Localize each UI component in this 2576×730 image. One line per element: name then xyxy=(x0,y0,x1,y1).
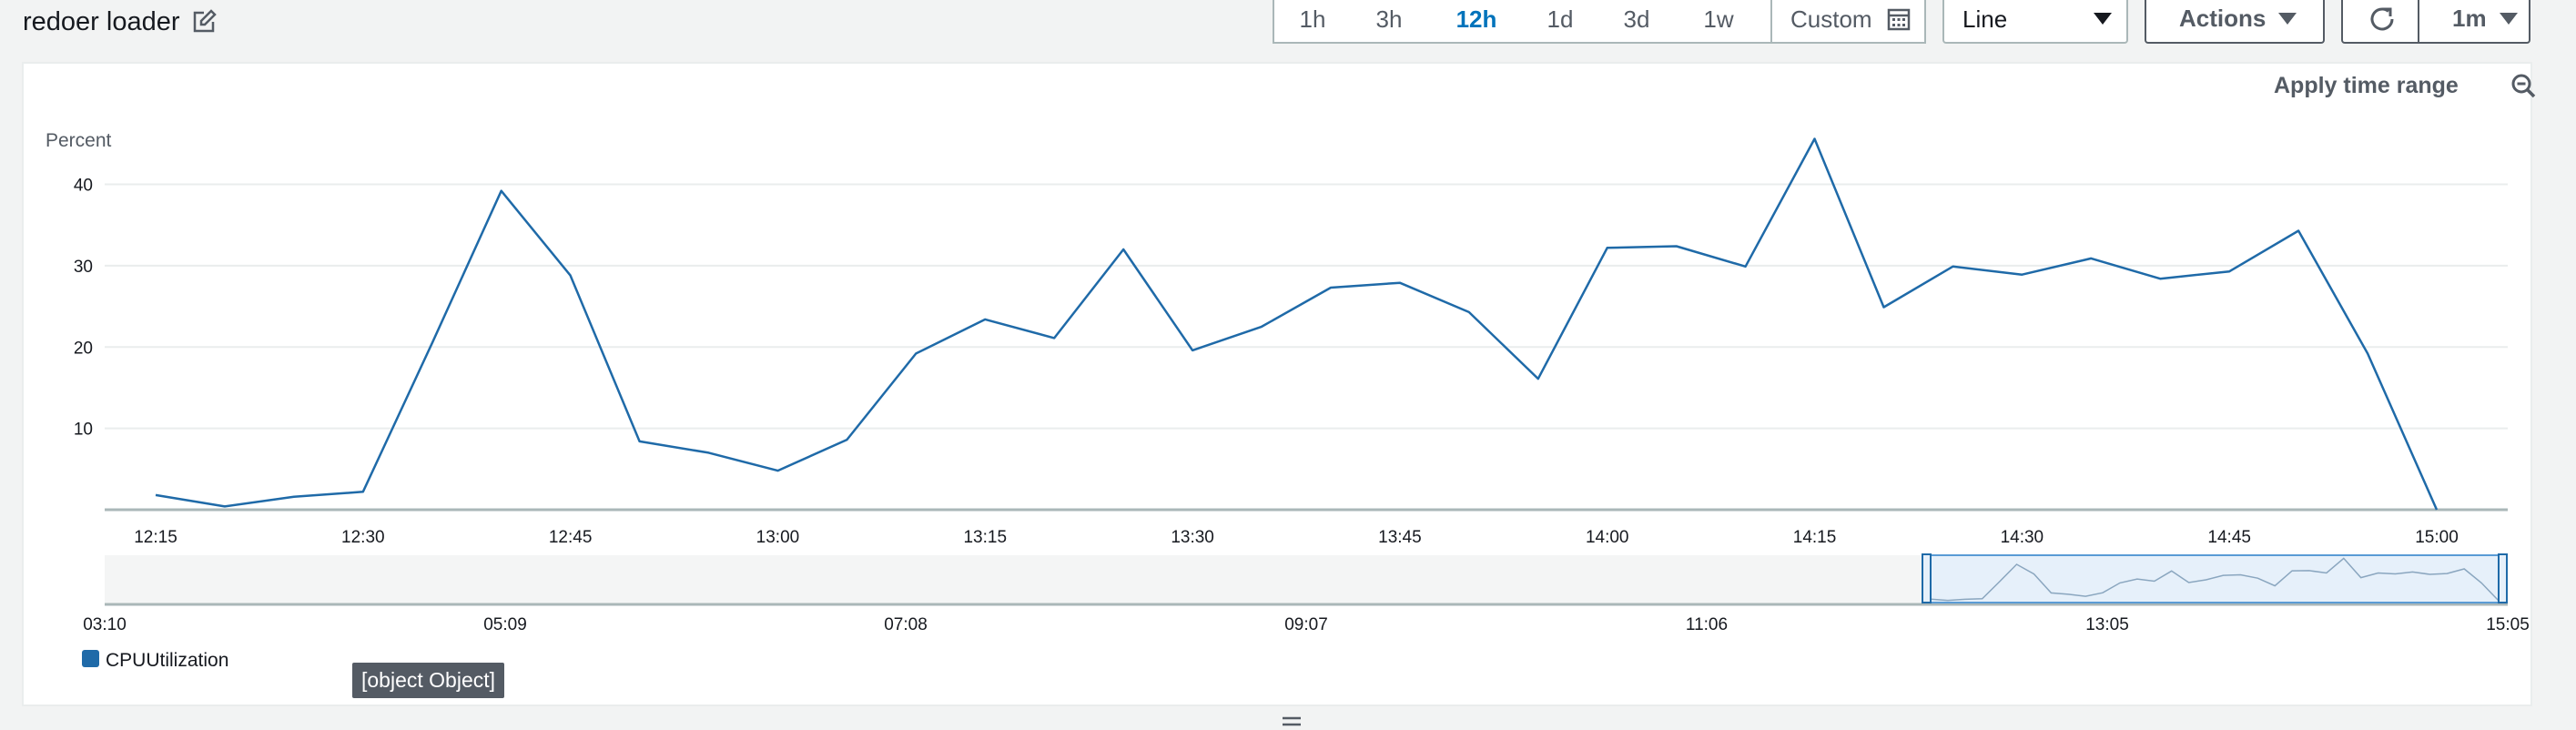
graph-type-value: Line xyxy=(1962,5,2008,33)
x-tick-label: 13:30 xyxy=(1171,528,1214,547)
x-tick-label: 14:00 xyxy=(1586,528,1629,547)
zoom-out-icon[interactable] xyxy=(2510,73,2538,100)
x-tick-label: 14:30 xyxy=(2001,528,2044,547)
x-tick-label: 12:15 xyxy=(134,528,177,547)
caret-down-icon xyxy=(2500,13,2518,25)
resize-handle-icon[interactable] xyxy=(1282,715,1302,728)
x-tick-label: 12:30 xyxy=(341,528,385,547)
x-tick-label: 14:45 xyxy=(2207,528,2251,547)
time-range-12h[interactable]: 12h xyxy=(1455,5,1497,33)
overview-series-line xyxy=(1930,557,2500,602)
tooltip: [object Object] xyxy=(352,663,505,698)
actions-button[interactable]: Actions xyxy=(2145,0,2325,44)
series-line-cpuutilization[interactable] xyxy=(155,137,2439,511)
widget-title: redoer loader xyxy=(23,7,180,36)
legend-swatch xyxy=(82,650,99,667)
overview-x-tick-label: 05:09 xyxy=(483,615,527,634)
actions-label: Actions xyxy=(2179,5,2267,32)
custom-label: Custom xyxy=(1790,5,1872,33)
overview-x-tick-label: 07:08 xyxy=(884,615,928,634)
caret-down-icon xyxy=(2278,13,2297,25)
refresh-icon xyxy=(2370,7,2394,31)
overview-x-tick-label: 11:06 xyxy=(1686,615,1728,634)
graph-type-select[interactable]: Line xyxy=(1942,0,2128,44)
edit-icon[interactable] xyxy=(191,9,217,35)
x-tick-label: 12:45 xyxy=(549,528,593,547)
brush-selection[interactable] xyxy=(1925,554,2504,603)
y-tick-label: 40 xyxy=(74,177,93,196)
overview-x-tick-label: 03:10 xyxy=(83,615,127,634)
apply-time-range-button[interactable]: Apply time range xyxy=(2274,73,2459,98)
overview-x-tick-label: 13:05 xyxy=(2085,615,2129,634)
calendar-icon xyxy=(1887,8,1910,31)
time-range-selector: 1h 3h 12h 1d 3d 1w Custom xyxy=(1273,0,1926,44)
y-axis-label: Percent xyxy=(46,130,112,151)
y-tick-label: 30 xyxy=(74,258,93,277)
x-tick-label: 15:00 xyxy=(2415,528,2459,547)
y-tick-label: 20 xyxy=(74,339,93,358)
time-range-1w[interactable]: 1w xyxy=(1703,5,1734,33)
time-range-1h[interactable]: 1h xyxy=(1299,5,1326,33)
refresh-interval-select[interactable]: 1m xyxy=(2418,0,2530,44)
y-tick-label: 10 xyxy=(74,421,93,440)
overview-x-tick-label: 09:07 xyxy=(1284,615,1328,634)
x-tick-label: 13:45 xyxy=(1378,528,1422,547)
refresh-interval-value: 1m xyxy=(2452,5,2487,32)
x-tick-label: 14:15 xyxy=(1793,528,1837,547)
legend-label[interactable]: CPUUtilization xyxy=(106,650,228,671)
brush-handle-right[interactable] xyxy=(2498,553,2508,603)
time-range-3d[interactable]: 3d xyxy=(1623,5,1650,33)
x-tick-label: 13:00 xyxy=(756,528,800,547)
time-range-3h[interactable]: 3h xyxy=(1375,5,1403,33)
overview-x-tick-label: 15:05 xyxy=(2486,615,2530,634)
time-range-custom[interactable]: Custom xyxy=(1770,0,1926,42)
caret-down-icon xyxy=(2094,13,2112,25)
time-range-1d[interactable]: 1d xyxy=(1547,5,1574,33)
brush-handle-left[interactable] xyxy=(1922,553,1932,603)
x-tick-label: 13:15 xyxy=(963,528,1007,547)
